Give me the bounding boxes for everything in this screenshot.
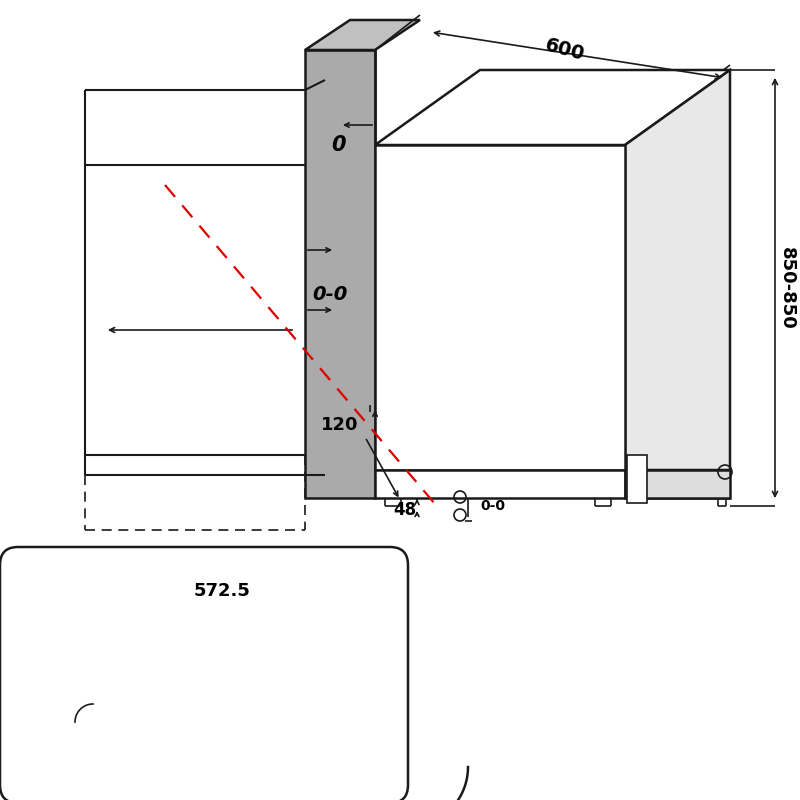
Text: 0-0: 0-0 xyxy=(480,499,505,513)
Polygon shape xyxy=(305,20,420,50)
Text: 120: 120 xyxy=(322,416,358,434)
Text: 600: 600 xyxy=(543,35,587,65)
Polygon shape xyxy=(375,145,625,470)
Text: 850-850: 850-850 xyxy=(778,246,796,330)
Polygon shape xyxy=(375,70,730,145)
Polygon shape xyxy=(375,470,625,498)
Text: 572.5: 572.5 xyxy=(194,582,251,600)
Polygon shape xyxy=(305,50,375,498)
FancyBboxPatch shape xyxy=(0,547,408,800)
Polygon shape xyxy=(627,455,647,503)
Text: 0-0: 0-0 xyxy=(312,286,348,305)
Text: 0: 0 xyxy=(330,135,346,155)
Polygon shape xyxy=(625,470,730,498)
Text: 48: 48 xyxy=(394,501,417,519)
Polygon shape xyxy=(625,70,730,470)
